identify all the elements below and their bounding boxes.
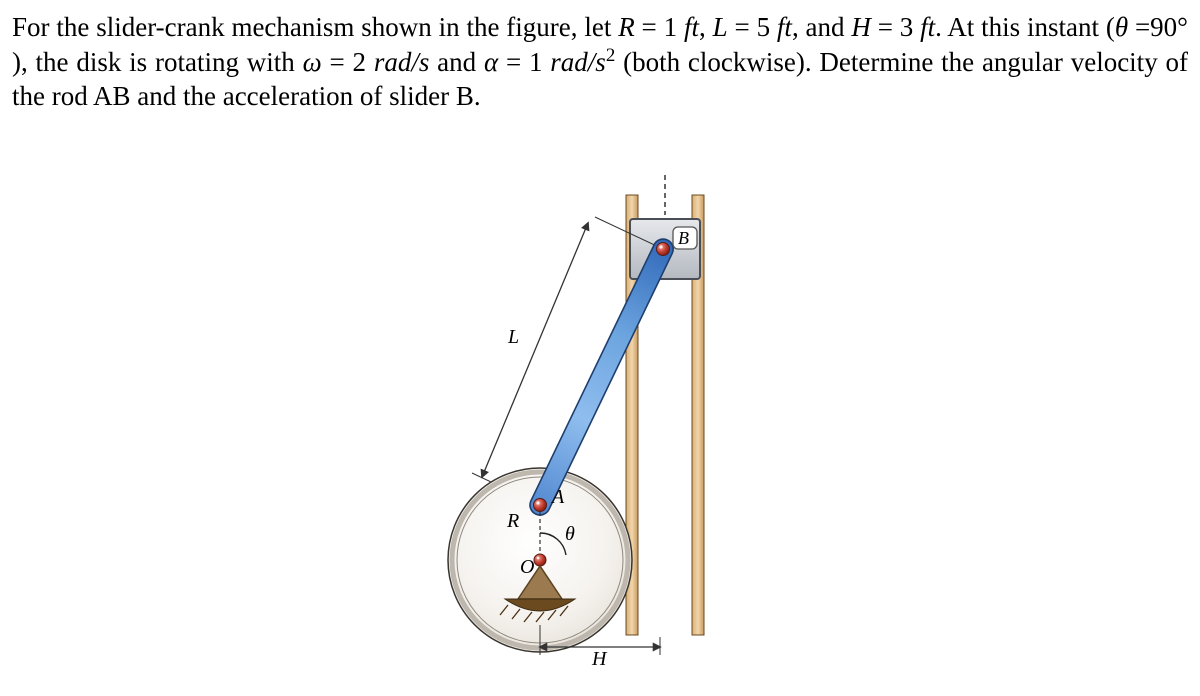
label-R: R <box>506 510 519 532</box>
label-B: B <box>678 228 689 248</box>
label-theta: θ <box>565 523 575 545</box>
rod-AB <box>527 236 677 519</box>
label-H: H <box>591 648 608 670</box>
problem-statement: For the slider-crank mechanism shown in … <box>12 10 1188 114</box>
label-A: A <box>550 486 565 508</box>
pin-A <box>534 499 547 512</box>
label-O: O <box>520 556 534 578</box>
label-L: L <box>507 326 519 348</box>
figure-container: L θ <box>0 175 1200 675</box>
pin-O <box>534 554 546 566</box>
pin-B <box>657 243 670 256</box>
slider-crank-figure: L θ <box>370 175 830 675</box>
label-B-box: B <box>673 227 697 249</box>
